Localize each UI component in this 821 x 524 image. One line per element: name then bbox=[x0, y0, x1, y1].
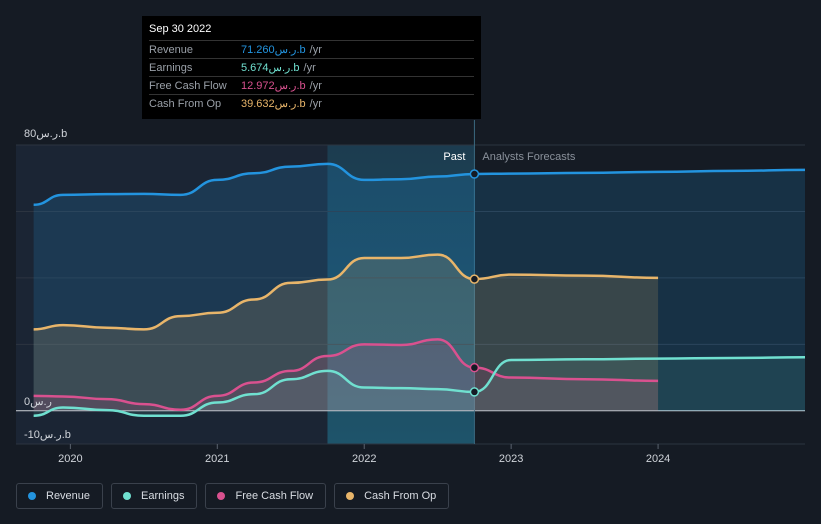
tooltip-value: 5.674ر.س.b bbox=[241, 62, 300, 74]
tooltip-row-earnings: Earnings 5.674ر.س.b /yr bbox=[149, 58, 474, 76]
y-tick-label: -10ر.س.b bbox=[24, 429, 71, 441]
tooltip-unit: /yr bbox=[309, 43, 322, 56]
legend-label: Free Cash Flow bbox=[235, 490, 314, 502]
y-tick-label: 80ر.س.b bbox=[24, 128, 67, 140]
tooltip-value: 71.260ر.س.b bbox=[241, 44, 306, 56]
series-line-revenue bbox=[33, 162, 806, 207]
tooltip-value: 39.632ر.س.b bbox=[241, 98, 306, 110]
series-line-cash-from-op bbox=[33, 253, 659, 331]
series-line-free-cash-flow bbox=[33, 338, 659, 412]
marker-earnings bbox=[469, 387, 480, 397]
tooltip-unit: /yr bbox=[309, 79, 322, 92]
x-tick-label: 2021 bbox=[205, 453, 229, 465]
series-area-revenue bbox=[33, 163, 805, 411]
tooltip-unit: /yr bbox=[309, 97, 322, 110]
x-tick-label: 2022 bbox=[352, 453, 376, 465]
tooltip-label: Cash From Op bbox=[149, 97, 222, 110]
legend-label: Revenue bbox=[46, 490, 91, 502]
legend-dot-icon bbox=[28, 492, 36, 500]
highlight-region bbox=[327, 145, 475, 444]
past-label: Past bbox=[443, 151, 465, 163]
y-tick-label: 0ر.س bbox=[24, 396, 52, 408]
legend-label: Earnings bbox=[141, 490, 185, 502]
legend-item-revenue[interactable]: Revenue bbox=[16, 483, 104, 509]
x-tick-label: 2024 bbox=[646, 453, 670, 465]
series-area-cash-from-op bbox=[33, 254, 659, 411]
series-area-free-cash-flow bbox=[33, 339, 659, 411]
legend-item-free-cash-flow[interactable]: Free Cash Flow bbox=[205, 483, 327, 509]
legend-label: Cash From Op bbox=[364, 490, 437, 502]
tooltip-unit: /yr bbox=[303, 61, 316, 74]
series-line-earnings bbox=[33, 356, 806, 418]
x-tick-label: 2023 bbox=[499, 453, 523, 465]
legend-item-earnings[interactable]: Earnings bbox=[111, 483, 198, 509]
marker-revenue bbox=[469, 169, 480, 179]
chart-legend: Revenue Earnings Free Cash Flow Cash Fro… bbox=[16, 483, 450, 509]
tooltip-row-free-cash-flow: Free Cash Flow 12.972ر.س.b /yr bbox=[149, 76, 474, 94]
tooltip-row-cash-from-op: Cash From Op 39.632ر.س.b /yr bbox=[149, 94, 474, 112]
chart-canvas: 80ر.س.b 0ر.س -10ر.س.b 2020 2021 2022 2023 2024 P… bbox=[16, 120, 806, 465]
tooltip-label: Free Cash Flow bbox=[149, 79, 227, 92]
marker-cash-from-op bbox=[469, 274, 480, 284]
tooltip-label: Revenue bbox=[149, 43, 194, 56]
forecast-label: Analysts Forecasts bbox=[482, 151, 575, 163]
series-area-earnings bbox=[33, 357, 805, 416]
marker-free-cash-flow bbox=[469, 362, 480, 373]
legend-dot-icon bbox=[123, 492, 132, 500]
tooltip-label: Earnings bbox=[149, 61, 193, 74]
x-tick-label: 2020 bbox=[58, 453, 82, 465]
legend-dot-icon bbox=[217, 492, 226, 500]
legend-dot-icon bbox=[346, 492, 355, 500]
legend-item-cash-from-op[interactable]: Cash From Op bbox=[334, 483, 450, 509]
tooltip-row-revenue: Revenue 71.260ر.س.b /yr bbox=[149, 40, 474, 58]
tooltip-value: 12.972ر.س.b bbox=[241, 80, 306, 92]
chart-tooltip: Sep 30 2022 Revenue 71.260ر.س.b /yr Earn… bbox=[142, 16, 481, 119]
tooltip-date: Sep 30 2022 bbox=[149, 23, 212, 35]
